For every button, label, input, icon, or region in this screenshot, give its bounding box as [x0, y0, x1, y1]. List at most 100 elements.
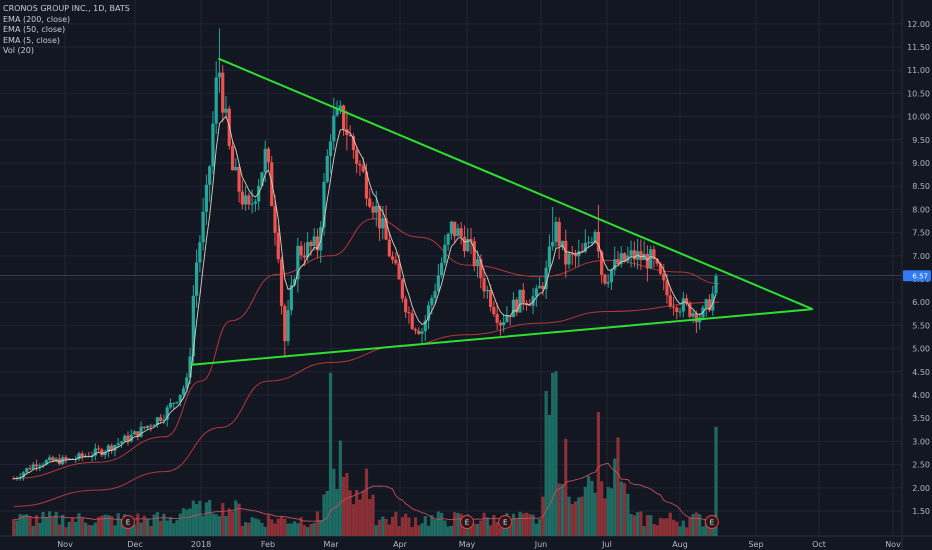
- volume-bar: [368, 498, 372, 536]
- volume-bar: [524, 512, 529, 536]
- volume-bar: [31, 525, 35, 536]
- volume-bar: [172, 523, 176, 536]
- candle-body: [482, 278, 486, 292]
- volume-bar: [253, 518, 257, 536]
- legend-symbol-title[interactable]: CRONOS GROUP INC., 1D, BATS: [3, 4, 130, 13]
- candle-body: [21, 472, 26, 478]
- legend-ema-50[interactable]: EMA (50, close): [3, 25, 66, 34]
- volume-bar: [482, 512, 486, 536]
- volume-bar: [694, 512, 698, 536]
- price-axis[interactable]: 1.50 2.00 2.50 3.00 3.50 4.00 4.50 5.00 5.50 6.00…: [907, 20, 930, 516]
- volume-bar: [394, 511, 398, 536]
- candle-body: [430, 297, 434, 306]
- candle-body: [54, 458, 58, 461]
- volume-bar: [250, 517, 254, 536]
- earnings-marker-label: E: [465, 519, 469, 527]
- volume-bar: [355, 489, 359, 536]
- volume-bar: [534, 523, 538, 536]
- candle-body: [691, 313, 695, 317]
- candle-body: [230, 145, 235, 171]
- time-axis[interactable]: Nov Dec 2018 Feb Mar Apr May Jun Jul Aug Sep Oct Nov: [57, 540, 901, 549]
- price-tick-label: 11.50: [907, 43, 930, 52]
- candle-body: [554, 221, 558, 242]
- volume-bar: [508, 519, 512, 536]
- legend-ema-5[interactable]: EMA (5, close): [3, 35, 60, 45]
- volume-bar: [665, 518, 669, 536]
- candle-body: [266, 148, 271, 163]
- candle-body: [391, 256, 395, 260]
- volume-bar: [426, 525, 431, 536]
- volume-bar: [662, 518, 666, 536]
- volume-bar: [387, 524, 391, 536]
- candle-body: [616, 259, 620, 265]
- volume-bar: [97, 516, 101, 536]
- volume-bar: [489, 525, 493, 536]
- candle-body: [521, 289, 525, 303]
- volume-bar: [146, 518, 150, 536]
- volume-bar: [25, 514, 29, 536]
- candle-body: [240, 191, 244, 205]
- candle-body: [361, 165, 365, 172]
- volume-bar: [681, 520, 685, 536]
- volume-bar: [430, 515, 434, 536]
- trendlines[interactable]: [190, 57, 814, 366]
- price-tick-label: 10.00: [907, 113, 930, 122]
- candle-body: [113, 444, 117, 451]
- legend-volume[interactable]: Vol (20): [3, 46, 34, 55]
- candle-body: [279, 259, 284, 306]
- candle-body: [652, 249, 656, 260]
- last-price-tag-label: 6.57: [912, 272, 928, 280]
- candle-body: [64, 457, 68, 460]
- volume-bar: [652, 523, 656, 536]
- candle-body: [224, 108, 228, 113]
- candle-body: [338, 105, 342, 110]
- volume-bar: [335, 488, 339, 536]
- volume-bar: [547, 414, 551, 536]
- volume-bar: [544, 391, 548, 536]
- candle-body: [142, 426, 146, 428]
- candle-body: [201, 211, 205, 243]
- volume-bar: [328, 372, 333, 536]
- price-tick-label: 12.00: [907, 20, 930, 29]
- candle-body: [639, 251, 643, 261]
- volume-bar: [479, 520, 483, 536]
- candle-body: [459, 228, 463, 237]
- candle-body: [293, 279, 297, 285]
- volume-bar: [521, 513, 525, 536]
- candle-body: [253, 201, 257, 204]
- candle-body: [208, 166, 212, 185]
- volume-bar: [626, 493, 630, 536]
- candle-body: [221, 72, 225, 113]
- candle-body: [198, 242, 202, 263]
- volume-bar: [583, 486, 587, 536]
- earnings-marker-label: E: [126, 519, 130, 527]
- volume-bar: [188, 508, 192, 536]
- volume-bar: [629, 514, 633, 536]
- last-price-tag-bg: [903, 270, 931, 282]
- volume-bar: [668, 512, 672, 536]
- candle-body: [100, 449, 104, 456]
- volume-bar: [417, 525, 421, 536]
- candle-body: [466, 238, 470, 252]
- volume-bar: [319, 520, 323, 536]
- volume-bar: [155, 512, 159, 536]
- candle-body: [136, 431, 140, 437]
- candle-body: [394, 259, 398, 264]
- candle-body: [453, 221, 457, 237]
- candle-body: [384, 218, 388, 240]
- candle-body: [204, 184, 208, 212]
- volume-bar: [217, 516, 222, 536]
- volume-bar: [119, 519, 124, 536]
- candle-body: [289, 284, 293, 311]
- volume-bar: [204, 502, 208, 536]
- legend-ema-200[interactable]: EMA (200, close): [3, 14, 71, 24]
- volume-bar: [103, 514, 107, 536]
- candle-body: [116, 443, 120, 445]
- volume-bar: [139, 522, 143, 536]
- volume-bar: [348, 490, 352, 536]
- candle-body: [41, 464, 45, 466]
- candle-body: [185, 377, 189, 389]
- candle-body: [296, 245, 300, 280]
